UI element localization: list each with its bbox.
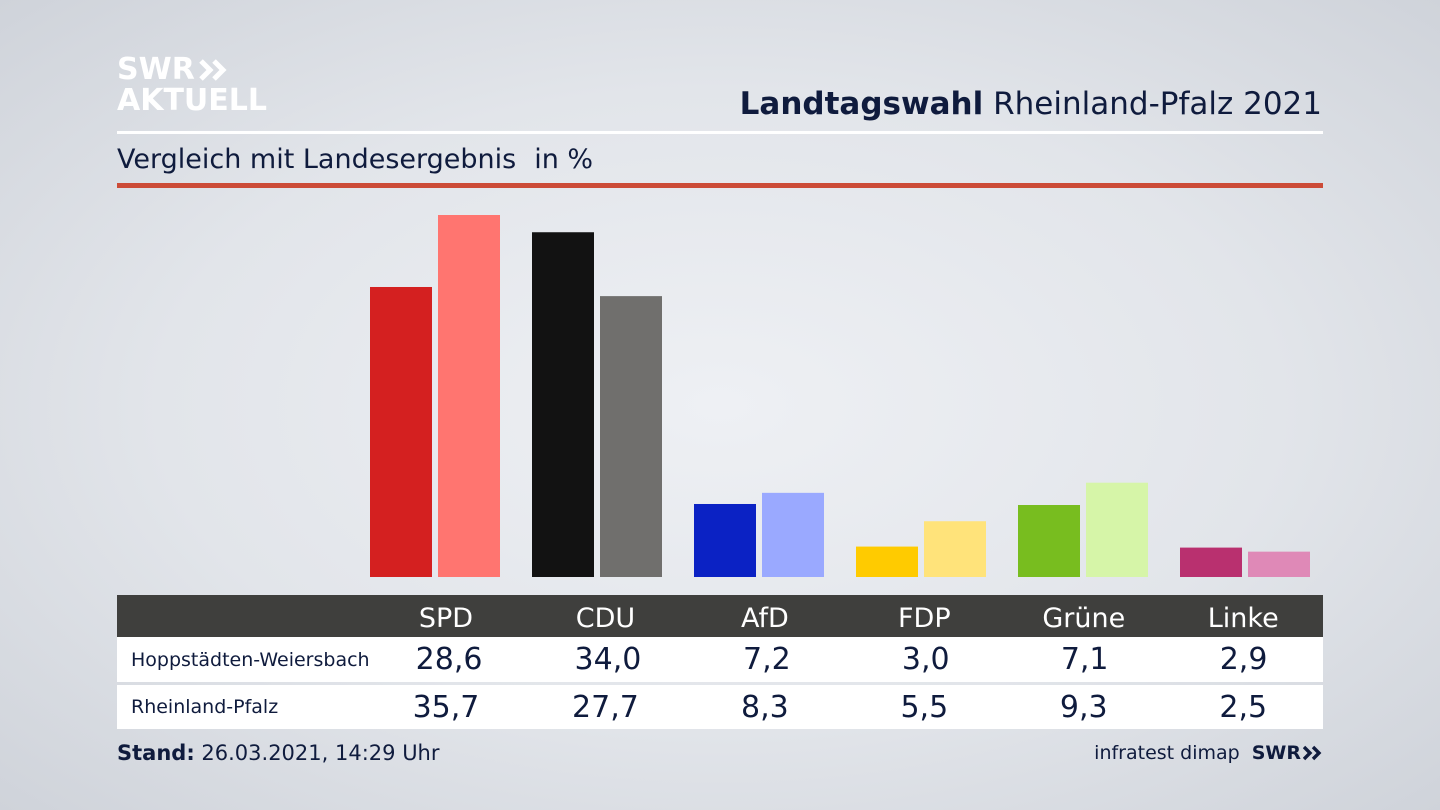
header-fdp: FDP (898, 602, 951, 634)
header-spacer (117, 595, 366, 637)
bar-spd-series-2 (438, 215, 500, 577)
bar-linke-series-1 (1180, 547, 1242, 577)
header-spd: SPD (418, 602, 474, 634)
bar-fdp-series-1 (856, 546, 918, 577)
logo-line1: SWR (117, 52, 195, 87)
row-value: 2,5 (1219, 689, 1268, 725)
row-value: 8,3 (741, 689, 789, 725)
accent-rule (117, 183, 1323, 188)
row-value: 27,7 (572, 689, 639, 725)
table-header: SPD CDU AfD FDP Grüne Linke (117, 595, 1323, 637)
subtitle-unit: in % (534, 144, 594, 175)
row-value: 2,9 (1219, 642, 1268, 677)
page-title: Landtagswahl Rheinland-Pfalz 2021 (740, 86, 1322, 122)
bar-afd-series-1 (694, 503, 756, 577)
table-row: Hoppstädten-Weiersbach 28,6 34,0 7,2 3,0… (117, 637, 1323, 682)
bar-cdu-series-1 (532, 232, 594, 577)
row-value: 5,5 (900, 689, 949, 725)
table-row: Rheinland-Pfalz 35,7 27,7 8,3 5,5 9,3 2,… (117, 685, 1323, 729)
header-cdu: CDU (575, 602, 636, 634)
bar-fdp-series-2 (924, 521, 986, 577)
bar-afd-series-2 (762, 492, 824, 577)
row-value: 7,1 (1060, 642, 1109, 677)
chart-subtitle: Vergleich mit Landesergebnis in % (117, 144, 593, 175)
row-value: 7,2 (743, 642, 791, 677)
header-afd: AfD (740, 602, 789, 634)
stand-value: 26.03.2021, 14:29 Uhr (201, 741, 440, 765)
double-chevron-icon (199, 58, 227, 81)
row-value: 28,6 (415, 642, 483, 677)
bar-linke-series-2 (1248, 551, 1310, 577)
title-bold: Landtagswahl (739, 86, 984, 122)
row-value: 34,0 (574, 642, 642, 677)
logo-line2: AKTUELL (117, 83, 268, 118)
title-rest: Rheinland-Pfalz 2021 (993, 86, 1322, 122)
bar-cdu-series-2 (600, 296, 662, 577)
swr-aktuell-logo: SWR AKTUELL (117, 54, 267, 116)
subtitle-text: Vergleich mit Landesergebnis (117, 144, 517, 175)
row-label: Rheinland-Pfalz (131, 696, 279, 718)
source-credit: infratest dimap SWR (1094, 742, 1323, 764)
header-gruene: Grüne (1042, 602, 1126, 634)
timestamp: Stand: 26.03.2021, 14:29 Uhr (117, 741, 440, 765)
brand-text: SWR (1251, 742, 1301, 764)
row-value: 3,0 (901, 642, 950, 677)
header-linke: Linke (1207, 602, 1279, 634)
results-table: SPD CDU AfD FDP Grüne Linke Hoppstädten-… (117, 595, 1323, 729)
header-divider (117, 131, 1323, 134)
row-label: Hoppstädten-Weiersbach (131, 648, 370, 671)
row-value: 35,7 (412, 689, 480, 725)
source-text: infratest dimap (1094, 742, 1240, 764)
double-chevron-icon (1303, 745, 1322, 761)
bar-spd-series-1 (370, 286, 432, 577)
bar-grne-series-1 (1018, 505, 1080, 577)
row-value: 9,3 (1059, 689, 1108, 725)
swr-brand: SWR (1252, 742, 1323, 764)
bar-grne-series-2 (1086, 482, 1148, 577)
stand-label: Stand: (117, 741, 195, 765)
